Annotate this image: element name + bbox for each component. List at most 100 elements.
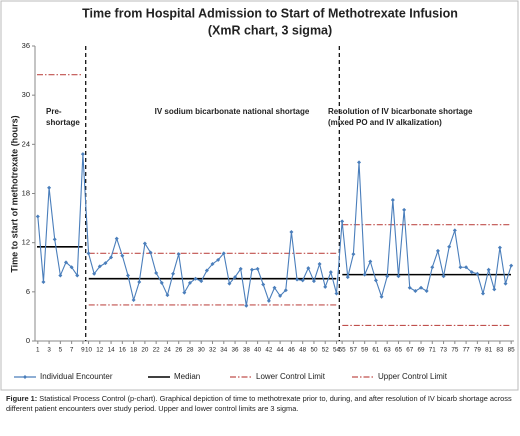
- series-marker: [109, 255, 114, 260]
- series-marker: [430, 265, 435, 270]
- series-marker: [283, 288, 288, 293]
- x-tick-label: 79: [474, 347, 482, 354]
- caption-text: Statistical Process Control (p-chart). G…: [6, 394, 512, 413]
- x-tick-label: 46: [288, 347, 296, 354]
- series-marker: [193, 276, 198, 281]
- series-marker: [464, 265, 469, 270]
- x-tick-label: 44: [277, 347, 285, 354]
- x-tick-label: 73: [440, 347, 448, 354]
- series-marker: [458, 265, 463, 270]
- series-marker: [221, 251, 226, 256]
- series-marker: [86, 251, 91, 256]
- y-tick-label: 30: [22, 90, 30, 99]
- x-tick-label: 63: [384, 347, 392, 354]
- x-tick-label: 24: [164, 347, 172, 354]
- x-tick-label: 10: [85, 347, 93, 354]
- series-marker: [154, 270, 159, 275]
- series-marker: [238, 266, 243, 271]
- x-tick-label: 12: [96, 347, 104, 354]
- x-tick-label: 3: [47, 347, 51, 354]
- chart-title: Time from Hospital Admission to Start of…: [82, 6, 458, 20]
- series-marker: [413, 289, 418, 294]
- x-tick-label: 9: [81, 347, 85, 354]
- series-marker: [497, 245, 502, 250]
- x-tick-label: 34: [220, 347, 228, 354]
- series-marker: [210, 261, 215, 266]
- series-marker: [486, 267, 491, 272]
- x-tick-label: 48: [299, 347, 307, 354]
- series-marker: [58, 273, 63, 278]
- x-tick-label: 77: [463, 347, 471, 354]
- series-marker: [75, 273, 80, 278]
- series-marker: [278, 293, 283, 298]
- series-marker: [295, 277, 300, 282]
- y-tick-label: 24: [22, 139, 30, 148]
- x-tick-label: 1: [36, 347, 40, 354]
- legend-label: Lower Control Limit: [256, 372, 326, 381]
- x-tick-label: 85: [508, 347, 516, 354]
- series-marker: [80, 152, 85, 157]
- x-tick-label: 32: [209, 347, 217, 354]
- x-tick-label: 54: [333, 347, 341, 354]
- x-tick-label: 22: [153, 347, 161, 354]
- legend-label: Individual Encounter: [40, 372, 113, 381]
- series-marker: [137, 280, 142, 284]
- series-marker: [441, 274, 446, 279]
- series-marker: [176, 252, 181, 257]
- series-marker: [216, 257, 221, 262]
- series-marker: [492, 287, 497, 292]
- series-marker: [289, 230, 294, 235]
- series-marker: [187, 280, 192, 285]
- series-marker: [171, 271, 176, 276]
- series-marker: [368, 259, 373, 264]
- x-tick-label: 59: [361, 347, 369, 354]
- series-marker: [373, 278, 378, 283]
- series-marker: [266, 298, 271, 303]
- series-marker: [159, 280, 164, 285]
- x-tick-label: 18: [130, 347, 138, 354]
- x-tick-label: 30: [198, 347, 206, 354]
- series-marker: [227, 281, 232, 286]
- annotation: Resolution of IV bicarbonate shortage: [328, 107, 473, 116]
- x-tick-label: 55: [339, 347, 347, 354]
- x-tick-label: 69: [418, 347, 426, 354]
- series-marker: [97, 264, 102, 269]
- x-tick-label: 26: [175, 347, 183, 354]
- x-tick-label: 71: [429, 347, 437, 354]
- series-marker: [503, 281, 508, 286]
- legend-marker: [23, 375, 27, 379]
- x-tick-label: 65: [395, 347, 403, 354]
- series-marker: [317, 261, 322, 266]
- series-marker: [131, 298, 136, 303]
- series-marker: [306, 266, 311, 271]
- chart: Time from Hospital Admission to Start of…: [0, 0, 519, 391]
- series-marker: [424, 289, 429, 294]
- series-marker: [199, 279, 204, 284]
- x-tick-label: 40: [254, 347, 262, 354]
- caption: Figure 1: Statistical Process Control (p…: [6, 394, 512, 414]
- series-marker: [481, 291, 486, 296]
- series-marker: [142, 241, 147, 246]
- series-marker: [244, 303, 249, 308]
- x-tick-label: 28: [186, 347, 194, 354]
- series-marker: [311, 279, 316, 284]
- legend-label: Upper Control Limit: [378, 372, 448, 381]
- annotation: Pre-: [46, 107, 62, 116]
- series-marker: [272, 285, 277, 290]
- x-tick-label: 7: [70, 347, 74, 354]
- series-marker: [334, 291, 339, 296]
- series-marker: [165, 293, 170, 298]
- annotation: (mixed PO and IV alkalization): [328, 118, 442, 127]
- x-tick-label: 5: [59, 347, 63, 354]
- x-tick-label: 50: [310, 347, 318, 354]
- series-marker: [345, 275, 350, 280]
- annotation: shortage: [46, 118, 80, 127]
- x-tick-label: 81: [485, 347, 493, 354]
- series-marker: [379, 294, 384, 299]
- x-tick-label: 38: [243, 347, 251, 354]
- series-marker: [63, 260, 68, 265]
- annotation: IV sodium bicarbonate national shortage: [155, 107, 310, 116]
- series-marker: [475, 271, 480, 276]
- y-tick-label: 18: [22, 188, 30, 197]
- y-tick-label: 0: [26, 336, 30, 345]
